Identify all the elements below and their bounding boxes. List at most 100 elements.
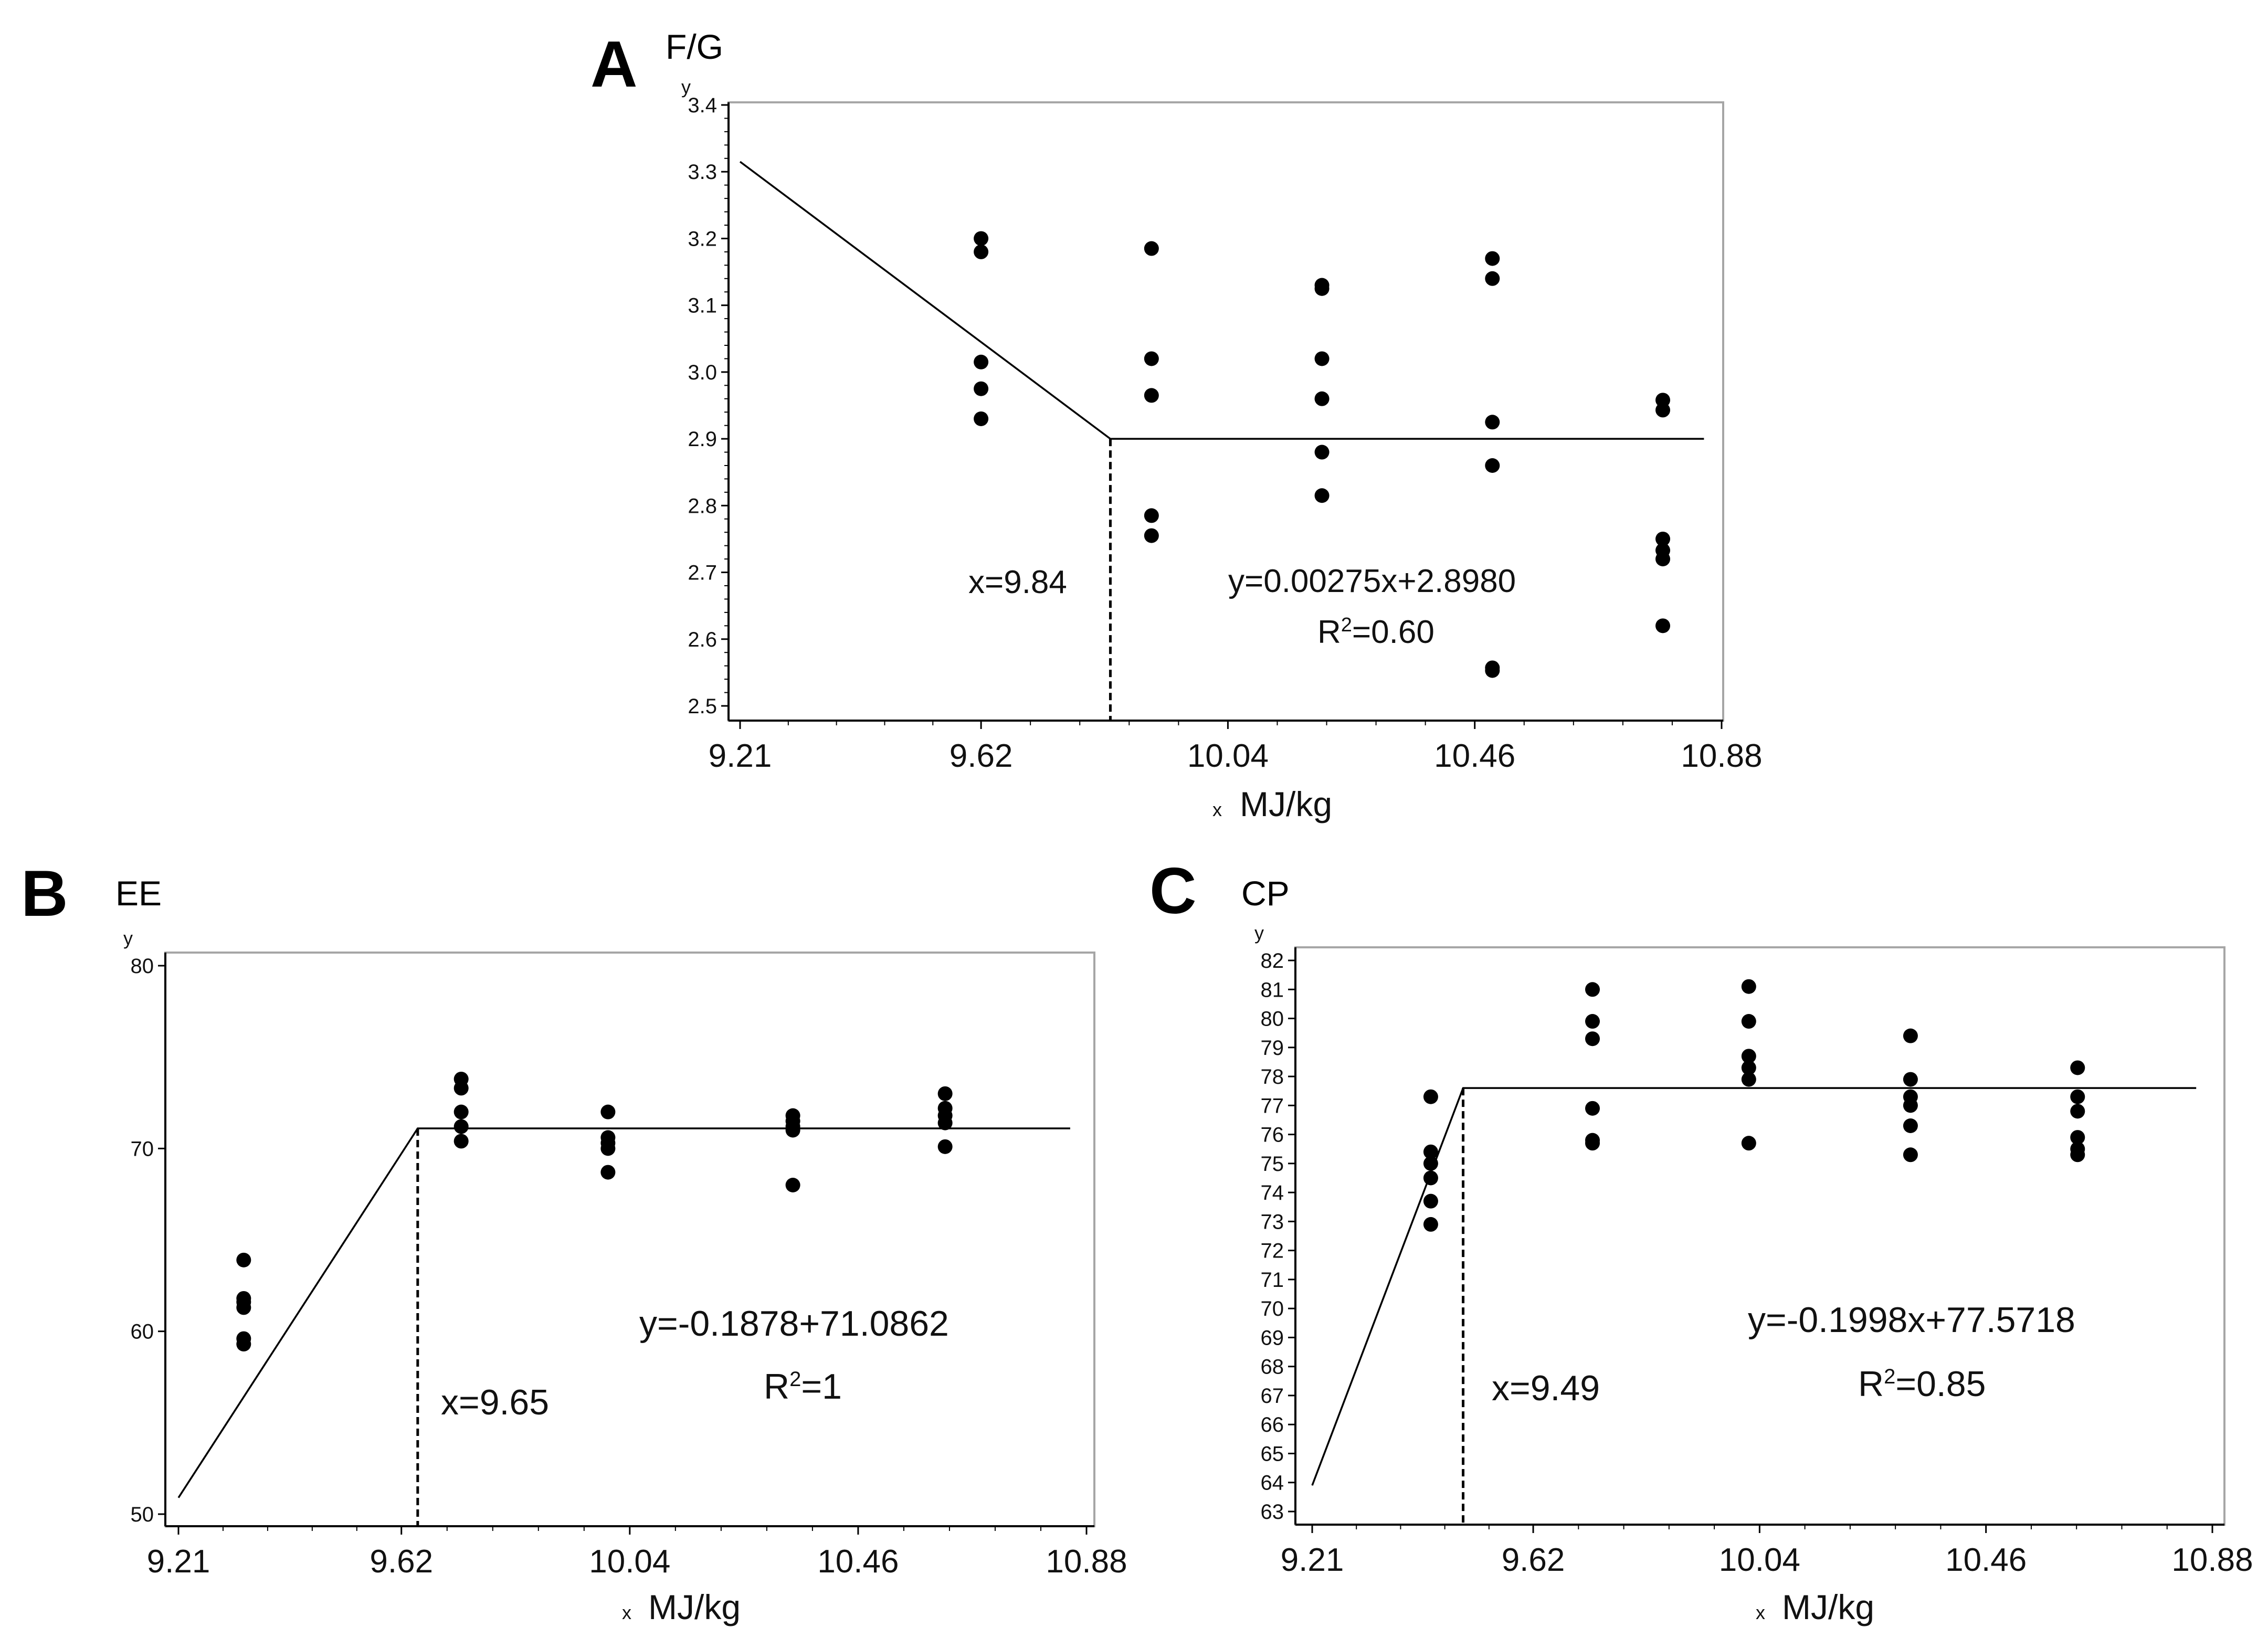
panel-a-x-minor-ticks xyxy=(787,721,1673,725)
panel-a-letter: A xyxy=(590,28,638,101)
panel-a-x-tick-label: 10.04 xyxy=(1187,738,1269,774)
panel-a-y-tick-label: 3.3 xyxy=(688,161,717,184)
panel-c-data-point xyxy=(1741,1072,1756,1087)
panel-b-data-point xyxy=(600,1104,616,1119)
panel-b-r2-sup: 2 xyxy=(789,1368,801,1391)
panel-c-data-point xyxy=(1903,1098,1918,1113)
panel-c-r2-prefix: R xyxy=(1858,1364,1884,1404)
panel-c-x-tick-label: 9.62 xyxy=(1502,1542,1565,1578)
panel-a-x-tick-label: 9.21 xyxy=(709,738,772,774)
panel-a-y-tick-label: 3.2 xyxy=(688,227,717,250)
panel-c-data-point xyxy=(2070,1130,2085,1145)
panel-c-y-tick-label: 68 xyxy=(1261,1356,1284,1379)
panel-c-y-tick-label: 67 xyxy=(1261,1385,1284,1408)
panel-c-x-minor-ticks xyxy=(1356,1525,2168,1529)
panel-c-plot-frame xyxy=(1294,946,2225,1526)
panel-b-x-tick-label: 10.04 xyxy=(589,1544,670,1580)
panel-a-y-tick-labels: 2.5 2.6 2.7 2.8 2.9 3.0 3.1 3.2 3.3 3.4 xyxy=(688,94,717,718)
panel-a-data-point xyxy=(1485,663,1500,678)
panel-c-y-tick-label: 71 xyxy=(1261,1269,1284,1292)
panel-b-y-tick-label: 70 xyxy=(131,1137,154,1160)
panel-a-y-tick-label: 3.1 xyxy=(688,294,717,318)
panel-b-fit xyxy=(177,1127,1070,1526)
panel-c: C CP y 63 64 65 66 67 68 69 70 71 72 73 74 75 76 77 78 7… xyxy=(1149,855,2253,1626)
panel-c-data-point xyxy=(1423,1170,1438,1186)
panel-b-r2: R2=1 xyxy=(764,1367,842,1407)
panel-b-data-point xyxy=(600,1165,616,1180)
panel-c-r2-sup: 2 xyxy=(1884,1365,1895,1388)
panel-a-x-ticks xyxy=(739,721,1723,729)
panel-b-y-tick-label: 80 xyxy=(131,955,154,978)
panel-a-x-tick-label: 10.46 xyxy=(1434,738,1515,774)
panel-b-data-point xyxy=(937,1086,953,1101)
panel-c-data-point xyxy=(1423,1193,1438,1209)
panel-a-plot-frame xyxy=(727,101,1724,722)
panel-c-x-tick-label: 10.88 xyxy=(2171,1542,2253,1578)
panel-a-x-tick-label: 9.62 xyxy=(950,738,1013,774)
panel-a-breakpoint-label: x=9.84 xyxy=(968,564,1067,600)
panel-a-y-minor-ticks xyxy=(724,118,729,693)
panel-c-data-point xyxy=(1741,979,1756,994)
panel-c-y-tick-label: 72 xyxy=(1261,1240,1284,1263)
panel-b-x-axis-letter: x xyxy=(622,1602,631,1623)
panel-a-data-point xyxy=(974,411,989,426)
panel-b-equation: y=-0.1878+71.0862 xyxy=(639,1304,949,1344)
panel-a-equation: y=0.00275x+2.8980 xyxy=(1228,563,1516,599)
panel-b-plot-frame xyxy=(164,952,1095,1527)
panel-a-data-point xyxy=(1314,351,1330,366)
panel-c-r2: R2=0.85 xyxy=(1858,1364,1986,1404)
panel-c-y-ticks xyxy=(1288,959,1295,1513)
panel-a-y-tick-label: 3.0 xyxy=(688,361,717,384)
panel-b-data-point xyxy=(937,1139,953,1154)
panel-c-x-tick-label: 10.46 xyxy=(1945,1542,2027,1578)
panel-a-y-ticks xyxy=(721,104,729,707)
panel-b-x-tick-label: 9.62 xyxy=(370,1544,433,1580)
panel-b-x-ticks xyxy=(177,1526,1088,1535)
panel-b-breakpoint-label: x=9.65 xyxy=(441,1382,549,1422)
panel-a-x-axis-letter: x xyxy=(1212,799,1222,820)
panel-a-y-tick-label: 2.8 xyxy=(688,494,717,517)
panel-b-data-point xyxy=(453,1081,469,1096)
panel-b-y-tick-labels: 50 60 70 80 xyxy=(131,955,154,1526)
panel-a-data-point xyxy=(974,381,989,396)
panel-c-r2-value: =0.85 xyxy=(1895,1364,1986,1404)
panel-c-y-tick-label: 77 xyxy=(1261,1094,1284,1117)
panel-c-data-point xyxy=(2070,1089,2085,1104)
panel-b-data-point xyxy=(453,1119,469,1134)
panel-c-xlabel: MJ/kg xyxy=(1782,1588,1874,1626)
panel-c-data-point xyxy=(1741,1049,1756,1064)
panel-c-x-ticks xyxy=(1311,1525,2213,1533)
panel-b-x-minor-ticks xyxy=(222,1526,1041,1531)
panel-a-ylabel: F/G xyxy=(666,27,723,66)
panel-c-points xyxy=(1423,979,2085,1232)
panel-b-data-point xyxy=(785,1178,800,1192)
panel-c-data-point xyxy=(2070,1104,2085,1119)
panel-a-data-point xyxy=(1655,618,1671,633)
panel-c-letter: C xyxy=(1149,855,1197,927)
panel-a-points xyxy=(974,231,1671,678)
panel-c-data-point xyxy=(1423,1156,1438,1171)
panel-a-data-point xyxy=(1144,351,1159,366)
panel-c-data-point xyxy=(1903,1118,1918,1133)
panel-c-y-tick-label: 79 xyxy=(1261,1037,1284,1060)
panel-c-data-point xyxy=(1585,1101,1600,1116)
panel-c-data-point xyxy=(1903,1147,1918,1163)
panel-c-data-point xyxy=(1741,1014,1756,1029)
panel-a-data-point xyxy=(1485,415,1500,430)
panel-b-letter: B xyxy=(21,858,68,930)
panel-a-data-point xyxy=(1314,445,1330,460)
panel-b-data-point xyxy=(937,1115,953,1130)
panel-b-r2-prefix: R xyxy=(764,1367,789,1407)
panel-a-data-point xyxy=(1144,388,1159,403)
panel-c-ylabel: CP xyxy=(1241,874,1290,913)
panel-a-data-point xyxy=(1485,458,1500,473)
panel-c-y-tick-label: 64 xyxy=(1261,1472,1284,1495)
panel-b-data-point xyxy=(785,1123,800,1138)
panel-b-data-point xyxy=(600,1141,616,1156)
panel-a-data-point xyxy=(1314,488,1330,503)
panel-a-data-point xyxy=(1314,391,1330,406)
panel-c-y-tick-label: 74 xyxy=(1261,1181,1284,1204)
panel-a-data-point xyxy=(1144,241,1159,256)
